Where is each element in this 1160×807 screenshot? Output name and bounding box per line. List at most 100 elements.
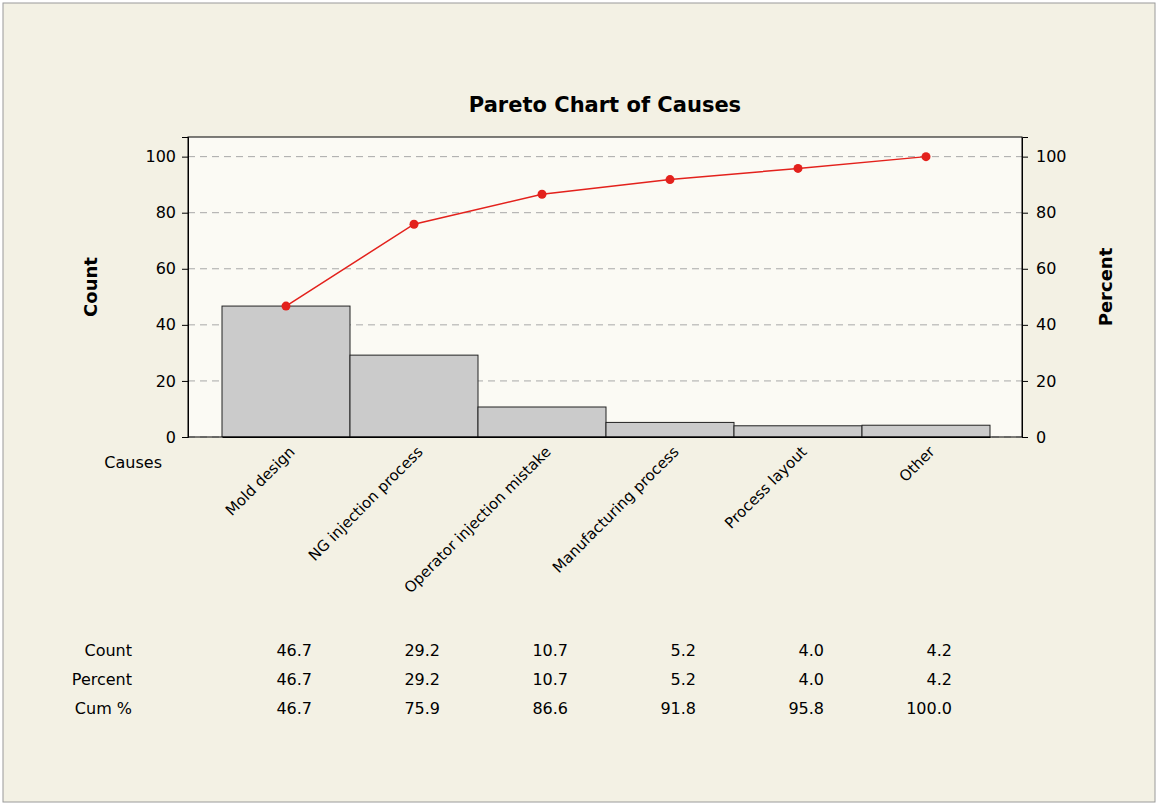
table-cell: 5.2 bbox=[671, 641, 696, 660]
chart: 0 20 40 60 80 100 0 20 40 60 80 100 Mold designNG in… bbox=[0, 0, 1160, 807]
table-cell: 4.2 bbox=[927, 641, 952, 660]
table-cell: 46.7 bbox=[276, 670, 312, 689]
tick-label: 100 bbox=[145, 147, 176, 166]
title: Pareto Chart of Causes bbox=[469, 93, 741, 117]
tick-label: 20 bbox=[1036, 372, 1056, 391]
marks bbox=[222, 152, 990, 437]
table-cell: 95.8 bbox=[788, 699, 824, 718]
tick-mark bbox=[182, 437, 188, 438]
table-row-label: Count bbox=[84, 641, 132, 660]
tick: 100 bbox=[145, 147, 188, 166]
plot-area bbox=[188, 137, 1022, 437]
tick: Process layout bbox=[721, 437, 811, 532]
table-cell: 4.0 bbox=[799, 641, 824, 660]
tick-label: Mold design bbox=[222, 443, 299, 520]
marker bbox=[410, 220, 419, 229]
marker bbox=[282, 302, 291, 311]
axis-line bbox=[182, 138, 189, 438]
table-cell: 75.9 bbox=[404, 699, 440, 718]
tick: NG injection process bbox=[305, 437, 427, 564]
table-cell: 91.8 bbox=[660, 699, 696, 718]
tick-mark bbox=[182, 269, 188, 270]
tick-mark bbox=[1022, 381, 1028, 382]
grid bbox=[188, 157, 1022, 437]
tick: Operator injection mistake bbox=[401, 437, 555, 597]
tick: 20 bbox=[1022, 372, 1056, 391]
tick: Mold design bbox=[222, 437, 299, 519]
tick: 20 bbox=[156, 372, 188, 391]
tick-mark bbox=[1022, 437, 1028, 438]
tick: Other bbox=[896, 437, 939, 486]
marker bbox=[666, 175, 675, 184]
y2-axis: 0 20 40 60 80 100 bbox=[1022, 138, 1067, 447]
tick: 40 bbox=[1022, 315, 1056, 334]
tick-label: 0 bbox=[1036, 428, 1046, 447]
table-cell: 46.7 bbox=[276, 699, 312, 718]
table-cell: 5.2 bbox=[671, 670, 696, 689]
data-table: Count 46.7 29.2 10.7 5.2 4.0 4.2 Percent 46.7 29.… bbox=[72, 641, 952, 718]
table-cell: 29.2 bbox=[404, 670, 440, 689]
tick-label: NG injection process bbox=[305, 443, 427, 565]
marker bbox=[794, 164, 803, 173]
tick-label: 0 bbox=[166, 428, 176, 447]
table-cell: 4.2 bbox=[927, 670, 952, 689]
y2-axis-title: Percent bbox=[1095, 247, 1116, 326]
grid-line bbox=[188, 156, 1022, 157]
tick-label: Operator injection mistake bbox=[401, 443, 555, 597]
y-axis-title: Count bbox=[80, 257, 101, 317]
tick-label: Process layout bbox=[721, 443, 811, 533]
axis-line bbox=[1023, 138, 1029, 438]
tick-mark bbox=[1022, 157, 1028, 158]
tick-mark bbox=[182, 157, 188, 158]
tick: 80 bbox=[1022, 203, 1056, 222]
bar bbox=[222, 306, 350, 437]
x-axis: Mold designNG injection processOperator … bbox=[222, 437, 991, 597]
tick-label: 40 bbox=[156, 315, 176, 334]
tick-label: Other bbox=[896, 442, 939, 485]
tick-label: 60 bbox=[156, 259, 176, 278]
table-cell: 4.0 bbox=[799, 670, 824, 689]
tick: 60 bbox=[1022, 259, 1056, 278]
tick-mark bbox=[182, 325, 188, 326]
bar bbox=[478, 407, 606, 437]
table-cell: 10.7 bbox=[532, 670, 568, 689]
tick: 100 bbox=[1022, 147, 1067, 166]
table-cell: 10.7 bbox=[532, 641, 568, 660]
axis-line bbox=[223, 437, 991, 438]
table-row-label: Percent bbox=[72, 670, 132, 689]
tick-label: 80 bbox=[156, 203, 176, 222]
tick-mark bbox=[1022, 213, 1028, 214]
grid-line bbox=[188, 212, 1022, 213]
background bbox=[3, 3, 1155, 802]
table-cell: 29.2 bbox=[404, 641, 440, 660]
tick: 40 bbox=[156, 315, 188, 334]
bar bbox=[734, 426, 862, 437]
tick-label: 20 bbox=[156, 372, 176, 391]
cumulative-line bbox=[286, 157, 926, 306]
bar bbox=[606, 422, 734, 437]
tick: Manufacturing process bbox=[549, 437, 683, 576]
tick: 60 bbox=[156, 259, 188, 278]
tick-mark bbox=[1022, 325, 1028, 326]
marker bbox=[922, 152, 931, 161]
table-cell: 100.0 bbox=[906, 699, 952, 718]
x-axis-title: Causes bbox=[104, 453, 162, 472]
tick: 0 bbox=[1022, 428, 1046, 447]
tick-label: 40 bbox=[1036, 315, 1056, 334]
tick: 0 bbox=[166, 428, 188, 447]
marker bbox=[538, 190, 547, 199]
tick-label: 60 bbox=[1036, 259, 1056, 278]
bar bbox=[350, 355, 478, 437]
tick-mark bbox=[1022, 269, 1028, 270]
table-cell: 46.7 bbox=[276, 641, 312, 660]
tick-mark bbox=[182, 381, 188, 382]
grid-line bbox=[188, 268, 1022, 269]
bar bbox=[862, 425, 990, 437]
tick-mark bbox=[182, 213, 188, 214]
plot-frame bbox=[188, 137, 1022, 437]
tick-label: 80 bbox=[1036, 203, 1056, 222]
tick-label: 100 bbox=[1036, 147, 1067, 166]
table-row-label: Cum % bbox=[75, 699, 132, 718]
table-cell: 86.6 bbox=[532, 699, 568, 718]
tick: 80 bbox=[156, 203, 188, 222]
